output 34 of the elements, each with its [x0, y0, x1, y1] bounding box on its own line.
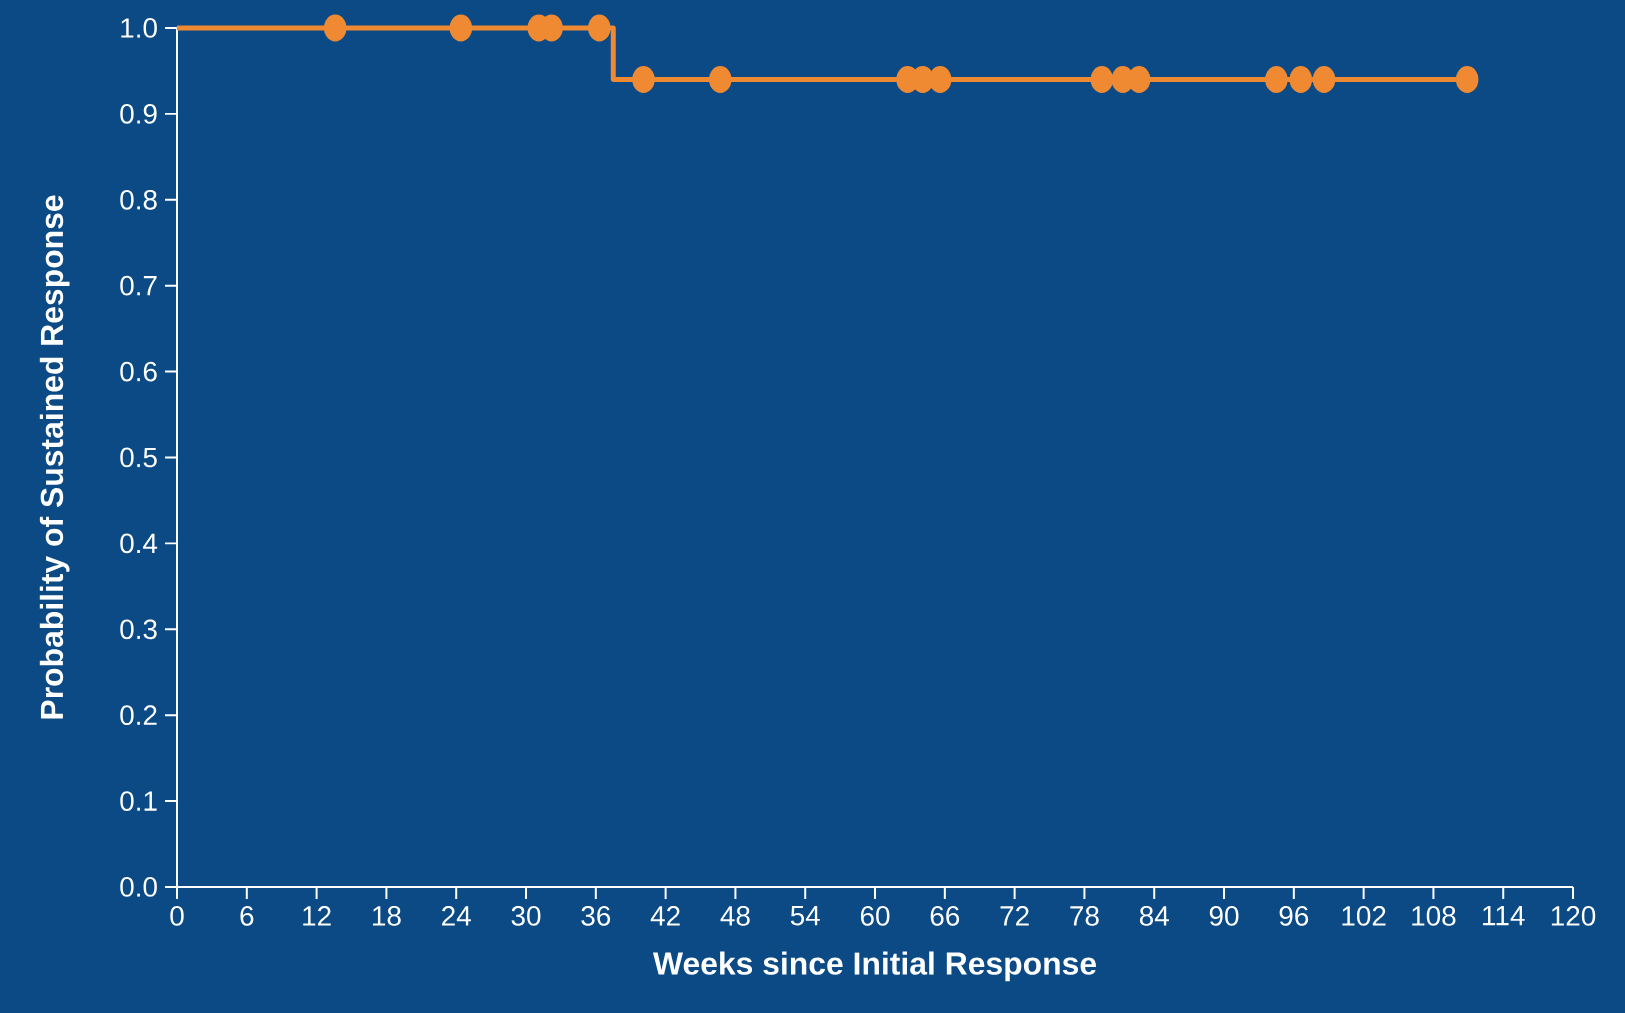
x-tick-label: 66 [930, 906, 960, 926]
x-tick-label: 78 [1070, 906, 1099, 926]
y-tick-label: 0.4 [120, 533, 158, 554]
x-tick-label: 90 [1209, 906, 1239, 926]
x-tick-label: 84 [1139, 906, 1169, 926]
y-tick-label: 0.2 [120, 705, 157, 726]
x-tick-label: 120 [1551, 906, 1596, 926]
x-tick-label: 60 [860, 906, 890, 926]
x-tick-label: 96 [1279, 906, 1309, 926]
y-tick-label: 0.7 [120, 275, 157, 296]
x-tick-label: 6 [240, 906, 254, 926]
x-tick-label: 72 [1000, 906, 1029, 926]
x-tick-label: 42 [650, 906, 680, 926]
x-tick-label: 36 [581, 906, 611, 926]
x-tick-label: 102 [1342, 906, 1386, 926]
x-tick-label: 24 [442, 906, 471, 926]
y-tick-label: 1.0 [121, 18, 157, 38]
y-tick-label: 0.8 [120, 189, 157, 210]
x-tick-label: 108 [1412, 906, 1456, 926]
y-tick-label: 0.1 [120, 791, 157, 811]
y-tick-label: 0.3 [120, 619, 157, 640]
x-tick-label: 54 [790, 906, 820, 926]
y-tick-label: 0.5 [120, 447, 157, 468]
x-tick-label: 114 [1483, 906, 1525, 926]
x-tick-label: 12 [303, 906, 331, 926]
x-tick-label: 0 [170, 906, 184, 926]
x-axis-title: Weeks since Initial Response [652, 951, 1096, 982]
y-tick-label: 0.6 [120, 361, 157, 382]
y-axis-title: Probability of Sustained Response [39, 195, 70, 719]
y-tick-label: 0.9 [120, 103, 157, 124]
x-tick-label: 18 [373, 906, 401, 926]
y-tick-label: 0.0 [120, 877, 157, 897]
x-tick-label: 30 [511, 906, 541, 926]
x-tick-label: 48 [720, 906, 750, 926]
